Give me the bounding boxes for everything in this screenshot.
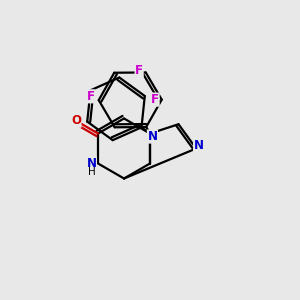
- Text: H: H: [88, 167, 95, 178]
- Text: F: F: [135, 64, 143, 77]
- Text: O: O: [71, 114, 81, 127]
- Text: F: F: [151, 93, 159, 106]
- Text: N: N: [194, 139, 204, 152]
- Text: N: N: [147, 130, 158, 143]
- Text: F: F: [86, 90, 94, 103]
- Text: N: N: [86, 157, 96, 170]
